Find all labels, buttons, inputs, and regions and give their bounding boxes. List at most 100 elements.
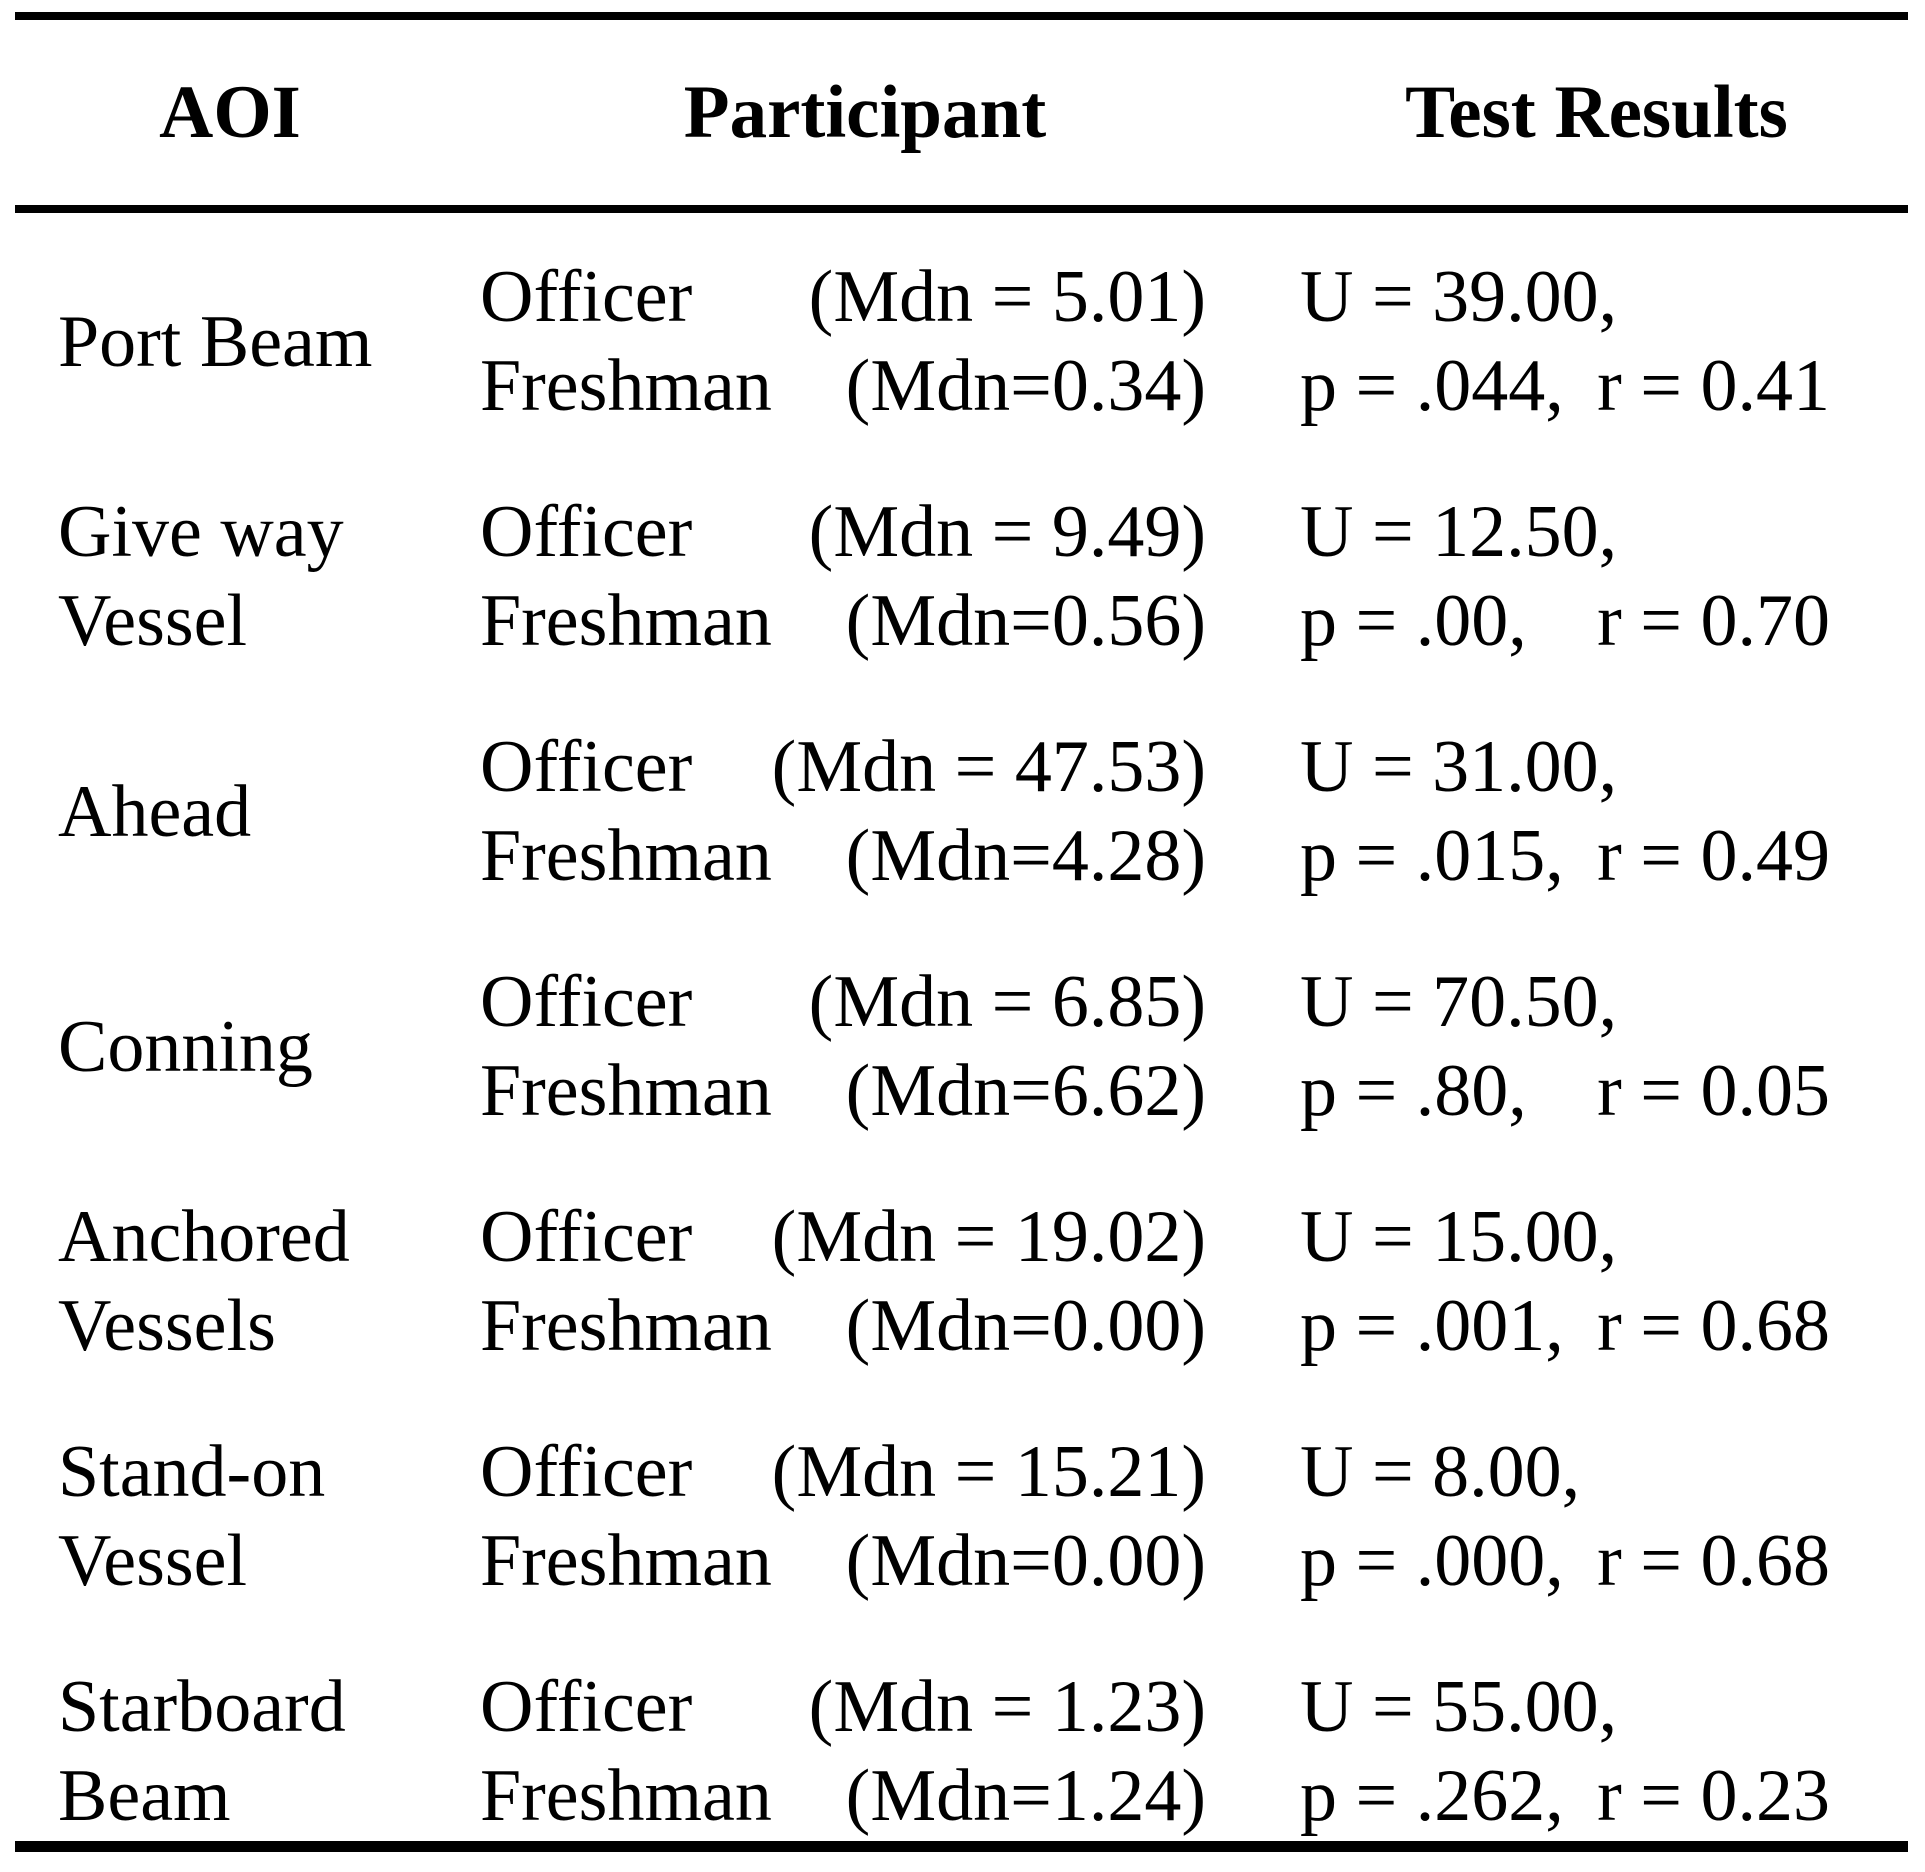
results-table: AOI Participant Test Results Port Beam O… bbox=[15, 12, 1908, 1852]
header-participant: Participant bbox=[683, 71, 1047, 154]
table-body: Port Beam Officer (Mdn = 5.01) Freshman … bbox=[15, 253, 1908, 1841]
participant-name: Freshman bbox=[480, 815, 772, 897]
p-value: p = .00, bbox=[1300, 580, 1527, 662]
participant-line: Freshman (Mdn=0.34) bbox=[480, 342, 1206, 431]
table-row: Port Beam Officer (Mdn = 5.01) Freshman … bbox=[15, 253, 1908, 431]
p-r-line: p = .000, r = 0.68 bbox=[1300, 1517, 1830, 1606]
participant-median: (Mdn = 1.23) bbox=[808, 1666, 1206, 1748]
u-statistic: U = 8.00, bbox=[1300, 1431, 1581, 1513]
participant-median: (Mdn=4.28) bbox=[845, 815, 1206, 897]
participant-median: (Mdn = 15.21) bbox=[771, 1431, 1206, 1513]
p-r-line: p = .80, r = 0.05 bbox=[1300, 1047, 1830, 1136]
p-value: p = .80, bbox=[1300, 1050, 1527, 1132]
table-header-row: AOI Participant Test Results bbox=[15, 20, 1908, 205]
u-statistic: U = 31.00, bbox=[1300, 726, 1618, 808]
participant-median: (Mdn=0.00) bbox=[845, 1520, 1206, 1602]
participant-line: Officer (Mdn = 47.53) bbox=[480, 723, 1206, 812]
participant-name: Freshman bbox=[480, 1755, 772, 1837]
p-value: p = .044, bbox=[1300, 345, 1564, 427]
table-row: Starboard Beam Officer (Mdn = 1.23) Fres… bbox=[15, 1663, 1908, 1841]
participant-median: (Mdn=0.56) bbox=[845, 580, 1206, 662]
table-row: Anchored Vessels Officer (Mdn = 19.02) F… bbox=[15, 1193, 1908, 1371]
participant-line: Officer (Mdn = 6.85) bbox=[480, 958, 1206, 1047]
participant-name: Freshman bbox=[480, 345, 772, 427]
test-results-cell: U = 31.00, p = .015, r = 0.49 bbox=[1285, 723, 1908, 901]
participant-cell: Officer (Mdn = 9.49) Freshman (Mdn=0.56) bbox=[445, 488, 1285, 666]
aoi-label: Ahead bbox=[58, 770, 252, 853]
header-aoi: AOI bbox=[159, 71, 301, 154]
test-results-cell: U = 8.00, p = .000, r = 0.68 bbox=[1285, 1428, 1908, 1606]
aoi-label: Vessel bbox=[58, 580, 248, 662]
u-statistic: U = 15.00, bbox=[1300, 1196, 1618, 1278]
r-value: r = 0.23 bbox=[1597, 1755, 1830, 1837]
p-r-line: p = .00, r = 0.70 bbox=[1300, 577, 1830, 666]
participant-line: Freshman (Mdn=0.56) bbox=[480, 577, 1206, 666]
aoi-cell: Conning bbox=[15, 958, 445, 1136]
table-row: Stand-on Vessel Officer (Mdn = 15.21) Fr… bbox=[15, 1428, 1908, 1606]
participant-name: Officer bbox=[480, 961, 693, 1043]
p-value: p = .001, bbox=[1300, 1285, 1564, 1367]
participant-median: (Mdn=1.24) bbox=[845, 1755, 1206, 1837]
aoi-label: Port Beam bbox=[58, 300, 373, 383]
participant-line: Freshman (Mdn=0.00) bbox=[480, 1282, 1206, 1371]
participant-median: (Mdn=6.62) bbox=[845, 1050, 1206, 1132]
r-value: r = 0.68 bbox=[1597, 1285, 1830, 1367]
participant-median: (Mdn = 9.49) bbox=[808, 491, 1206, 573]
participant-median: (Mdn = 19.02) bbox=[771, 1196, 1206, 1278]
aoi-cell: Give way Vessel bbox=[15, 488, 445, 666]
participant-line: Officer (Mdn = 19.02) bbox=[480, 1193, 1206, 1282]
aoi-label: Stand-on bbox=[58, 1431, 326, 1513]
aoi-cell: Port Beam bbox=[15, 253, 445, 431]
r-value: r = 0.05 bbox=[1597, 1050, 1830, 1132]
participant-name: Freshman bbox=[480, 1520, 772, 1602]
participant-name: Officer bbox=[480, 256, 693, 338]
participant-line: Officer (Mdn = 5.01) bbox=[480, 253, 1206, 342]
participant-name: Freshman bbox=[480, 1285, 772, 1367]
participant-name: Freshman bbox=[480, 1050, 772, 1132]
participant-median: (Mdn = 47.53) bbox=[771, 726, 1206, 808]
table-bottom-rule bbox=[15, 1841, 1908, 1852]
participant-median: (Mdn=0.34) bbox=[845, 345, 1206, 427]
p-r-line: p = .044, r = 0.41 bbox=[1300, 342, 1830, 431]
participant-name: Freshman bbox=[480, 580, 772, 662]
aoi-label: Vessel bbox=[58, 1520, 248, 1602]
participant-line: Freshman (Mdn=1.24) bbox=[480, 1752, 1206, 1841]
test-results-cell: U = 55.00, p = .262, r = 0.23 bbox=[1285, 1663, 1908, 1841]
participant-line: Freshman (Mdn=0.00) bbox=[480, 1517, 1206, 1606]
u-statistic: U = 39.00, bbox=[1300, 256, 1618, 338]
participant-cell: Officer (Mdn = 15.21) Freshman (Mdn=0.00… bbox=[445, 1428, 1285, 1606]
aoi-label: Starboard bbox=[58, 1666, 346, 1748]
participant-median: (Mdn = 6.85) bbox=[808, 961, 1206, 1043]
u-statistic: U = 55.00, bbox=[1300, 1666, 1618, 1748]
u-statistic: U = 12.50, bbox=[1300, 491, 1618, 573]
table-header-divider-rule bbox=[15, 205, 1908, 213]
participant-line: Officer (Mdn = 9.49) bbox=[480, 488, 1206, 577]
p-value: p = .000, bbox=[1300, 1520, 1564, 1602]
participant-name: Officer bbox=[480, 726, 693, 808]
participant-cell: Officer (Mdn = 6.85) Freshman (Mdn=6.62) bbox=[445, 958, 1285, 1136]
test-results-cell: U = 70.50, p = .80, r = 0.05 bbox=[1285, 958, 1908, 1136]
participant-cell: Officer (Mdn = 47.53) Freshman (Mdn=4.28… bbox=[445, 723, 1285, 901]
r-value: r = 0.70 bbox=[1597, 580, 1830, 662]
aoi-label: Vessels bbox=[58, 1285, 276, 1367]
p-value: p = .262, bbox=[1300, 1755, 1564, 1837]
test-results-cell: U = 12.50, p = .00, r = 0.70 bbox=[1285, 488, 1908, 666]
table-top-rule bbox=[15, 12, 1908, 20]
participant-name: Officer bbox=[480, 1196, 693, 1278]
participant-cell: Officer (Mdn = 1.23) Freshman (Mdn=1.24) bbox=[445, 1663, 1285, 1841]
participant-cell: Officer (Mdn = 5.01) Freshman (Mdn=0.34) bbox=[445, 253, 1285, 431]
participant-median: (Mdn = 5.01) bbox=[808, 256, 1206, 338]
aoi-label: Beam bbox=[58, 1755, 231, 1837]
table-row: Conning Officer (Mdn = 6.85) Freshman (M… bbox=[15, 958, 1908, 1136]
p-r-line: p = .262, r = 0.23 bbox=[1300, 1752, 1830, 1841]
p-value: p = .015, bbox=[1300, 815, 1564, 897]
test-results-cell: U = 15.00, p = .001, r = 0.68 bbox=[1285, 1193, 1908, 1371]
participant-line: Freshman (Mdn=6.62) bbox=[480, 1047, 1206, 1136]
table-row: Ahead Officer (Mdn = 47.53) Freshman (Md… bbox=[15, 723, 1908, 901]
participant-cell: Officer (Mdn = 19.02) Freshman (Mdn=0.00… bbox=[445, 1193, 1285, 1371]
p-r-line: p = .001, r = 0.68 bbox=[1300, 1282, 1830, 1371]
header-test-results: Test Results bbox=[1405, 71, 1788, 154]
aoi-label: Give way bbox=[58, 491, 344, 573]
participant-median: (Mdn=0.00) bbox=[845, 1285, 1206, 1367]
participant-line: Officer (Mdn = 15.21) bbox=[480, 1428, 1206, 1517]
